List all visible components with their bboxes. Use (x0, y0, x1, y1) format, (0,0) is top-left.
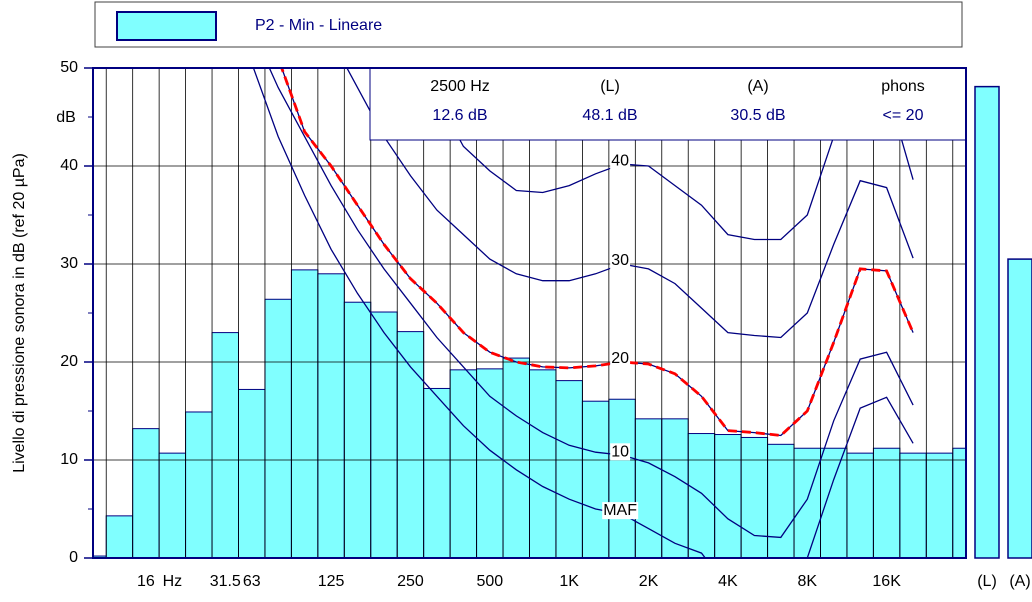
contour-line (268, 68, 914, 539)
x-tick-label: Hz (163, 573, 183, 590)
bar (185, 411, 213, 558)
x-tick-label: 500 (476, 573, 503, 590)
bar (608, 398, 636, 558)
readout-value: 12.6 dB (432, 107, 487, 124)
bar (714, 434, 742, 558)
contour-line (252, 68, 914, 558)
total-bar (974, 85, 1000, 559)
bar (238, 388, 266, 558)
y-tick-label: 0 (69, 549, 78, 566)
readout-header: (L) (600, 78, 620, 95)
bar (502, 357, 530, 558)
contour-label-bg (610, 350, 631, 368)
bar (317, 273, 345, 558)
bar (449, 369, 478, 558)
x-tick-label: 31.5 (210, 573, 241, 590)
bar (290, 269, 319, 558)
contour-label: 30 (611, 252, 629, 269)
y-tick-label: 10 (60, 451, 78, 468)
bar (820, 447, 848, 558)
bar (634, 418, 663, 558)
bar (925, 452, 954, 558)
bar (132, 428, 160, 558)
y-unit: dB (56, 109, 76, 126)
legend-swatch (116, 11, 217, 41)
y-tick-label: 20 (60, 353, 78, 370)
legend-box (94, 1, 963, 48)
x-tick-label: 1K (559, 573, 579, 590)
bar (370, 311, 398, 558)
bar (158, 452, 187, 558)
y-axis-title: Livello di pressione sonora in dB (ref 2… (11, 153, 28, 473)
contour-label-bg (602, 502, 639, 520)
bar (899, 452, 927, 558)
bar (767, 443, 795, 558)
bar (264, 298, 292, 558)
total-label: (L) (977, 573, 997, 590)
bar (476, 368, 504, 558)
readout-value: 48.1 dB (582, 107, 637, 124)
bar (581, 400, 610, 558)
contour-line (346, 68, 914, 339)
total-label: (A) (1009, 573, 1030, 590)
contour-label: 20 (611, 350, 629, 367)
x-tick-label: 125 (318, 573, 345, 590)
bar (872, 447, 901, 558)
readout-box (369, 67, 967, 141)
bar (740, 436, 769, 558)
x-tick-label: 250 (397, 573, 424, 590)
readout-header: (A) (747, 78, 768, 95)
bar (661, 418, 689, 558)
y-tick-label: 30 (60, 255, 78, 272)
bar (396, 331, 425, 558)
bar (529, 369, 557, 558)
x-tick-label: 8K (797, 573, 817, 590)
highlight-line (280, 68, 915, 437)
readout-value: <= 20 (883, 107, 924, 124)
total-bar (1007, 258, 1032, 559)
contour-label-bg (610, 152, 631, 170)
y-tick-label: 50 (60, 59, 78, 76)
bar (687, 433, 716, 558)
x-tick-label: 16K (872, 573, 901, 590)
readout-value: 30.5 dB (730, 107, 785, 124)
contour-label: 10 (611, 443, 629, 460)
plot-area (93, 68, 966, 558)
bar (846, 452, 874, 558)
bar (211, 332, 240, 558)
contour-line (422, 68, 914, 241)
readout-header: 2500 Hz (430, 78, 490, 95)
contour-label-bg (610, 443, 631, 461)
bar (423, 387, 451, 558)
x-tick-label: 63 (243, 573, 261, 590)
x-tick-label: 2K (639, 573, 659, 590)
contour-label-bg (610, 252, 631, 270)
bar (555, 380, 583, 558)
y-tick-label: 40 (60, 157, 78, 174)
bar (793, 447, 822, 558)
x-tick-label: 4K (718, 573, 738, 590)
overlay: 0 10 20 30 40 50 2500 Hz 12.6 dB (L) 48.1 dB (A) 30… (60, 59, 1032, 590)
contour-label: MAF (603, 502, 637, 519)
bar (105, 515, 134, 558)
x-tick-label: 16 (137, 573, 155, 590)
legend-label: P2 - Min - Lineare (255, 17, 382, 34)
bar (343, 301, 372, 558)
contour-label: 40 (611, 152, 629, 169)
readout-header: phons (881, 78, 925, 95)
